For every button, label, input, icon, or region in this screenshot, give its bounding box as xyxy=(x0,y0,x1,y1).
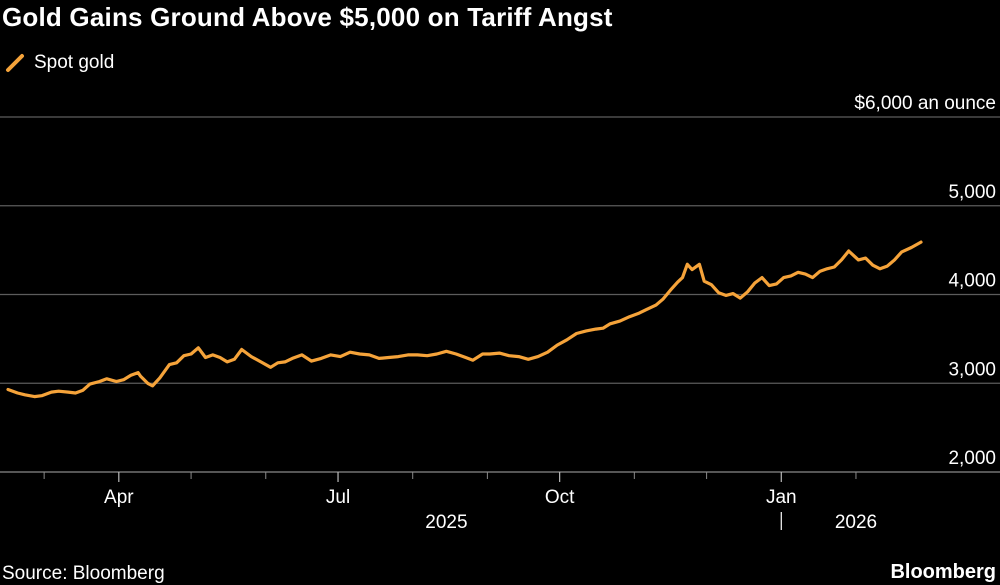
x-tick-label: Jul xyxy=(326,487,350,508)
chart-title: Gold Gains Ground Above $5,000 on Tariff… xyxy=(2,2,613,32)
source-note: Source: Bloomberg xyxy=(2,563,165,584)
y-tick-label: 3,000 xyxy=(948,359,996,380)
legend-swatch-icon xyxy=(6,54,24,72)
legend: Spot gold xyxy=(4,50,114,76)
series-line-spot-gold xyxy=(6,240,923,399)
x-tick-label: Jan xyxy=(766,487,797,508)
x-tick-label: Apr xyxy=(104,487,134,508)
year-label: 2025 xyxy=(425,512,467,533)
year-label: 2026 xyxy=(835,512,877,533)
brand-logo: Bloomberg xyxy=(890,561,996,583)
y-tick-label: 5,000 xyxy=(948,182,996,203)
y-tick-label: $6,000 an ounce xyxy=(854,93,996,114)
x-tick-label: Oct xyxy=(545,487,575,508)
y-tick-label: 4,000 xyxy=(948,271,996,292)
y-tick-label: 2,000 xyxy=(948,448,996,469)
legend-label: Spot gold xyxy=(34,52,115,73)
